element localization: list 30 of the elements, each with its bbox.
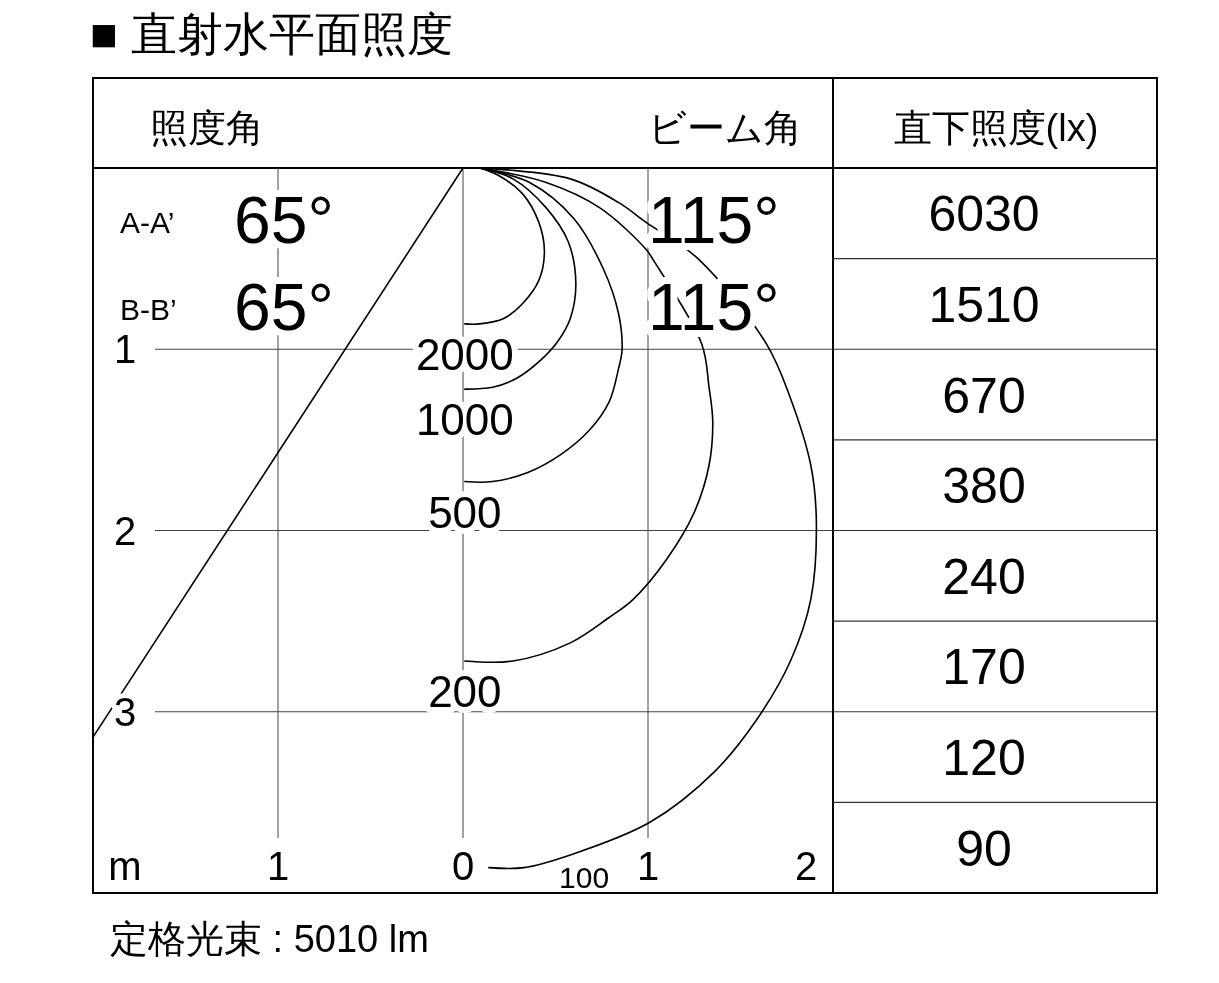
series-label: 500	[428, 487, 502, 537]
y-tick-label: 1	[113, 327, 137, 372]
annotation: A-A’	[120, 206, 175, 239]
x-tick-label: 2	[794, 844, 818, 888]
annotation: 115°	[648, 183, 780, 257]
data-label: 6030	[928, 186, 1040, 243]
annotation: 65°	[234, 183, 334, 257]
y-tick-label: 2	[113, 508, 137, 553]
text: 直下照度(lx)	[893, 107, 1099, 149]
series-label: 1000	[415, 395, 514, 445]
data-label: 170	[942, 639, 1026, 696]
annotation: 65°	[234, 270, 334, 344]
x-tick-label: 1	[266, 844, 290, 888]
text: 定格光束 : 5010 lm	[110, 918, 429, 960]
data-label: 380	[942, 458, 1026, 515]
x-tick-label: 1	[636, 844, 660, 888]
data-label: 90	[956, 820, 1012, 877]
text: ビーム角	[648, 107, 802, 149]
annotation: B-B’	[120, 293, 177, 326]
series-label: 200	[428, 667, 502, 716]
data-label: 1510	[928, 276, 1040, 333]
y-tick-label: 3	[113, 689, 137, 734]
chart-title: ■ 直射水平面照度	[90, 8, 453, 60]
data-label: 120	[942, 730, 1026, 787]
text: 照度角	[150, 107, 264, 149]
x-axis-title: m	[108, 844, 142, 888]
data-label: 670	[942, 367, 1026, 424]
x-tick-label: 0	[451, 844, 475, 888]
data-label: 240	[942, 548, 1026, 605]
series-label: 100	[559, 861, 610, 894]
